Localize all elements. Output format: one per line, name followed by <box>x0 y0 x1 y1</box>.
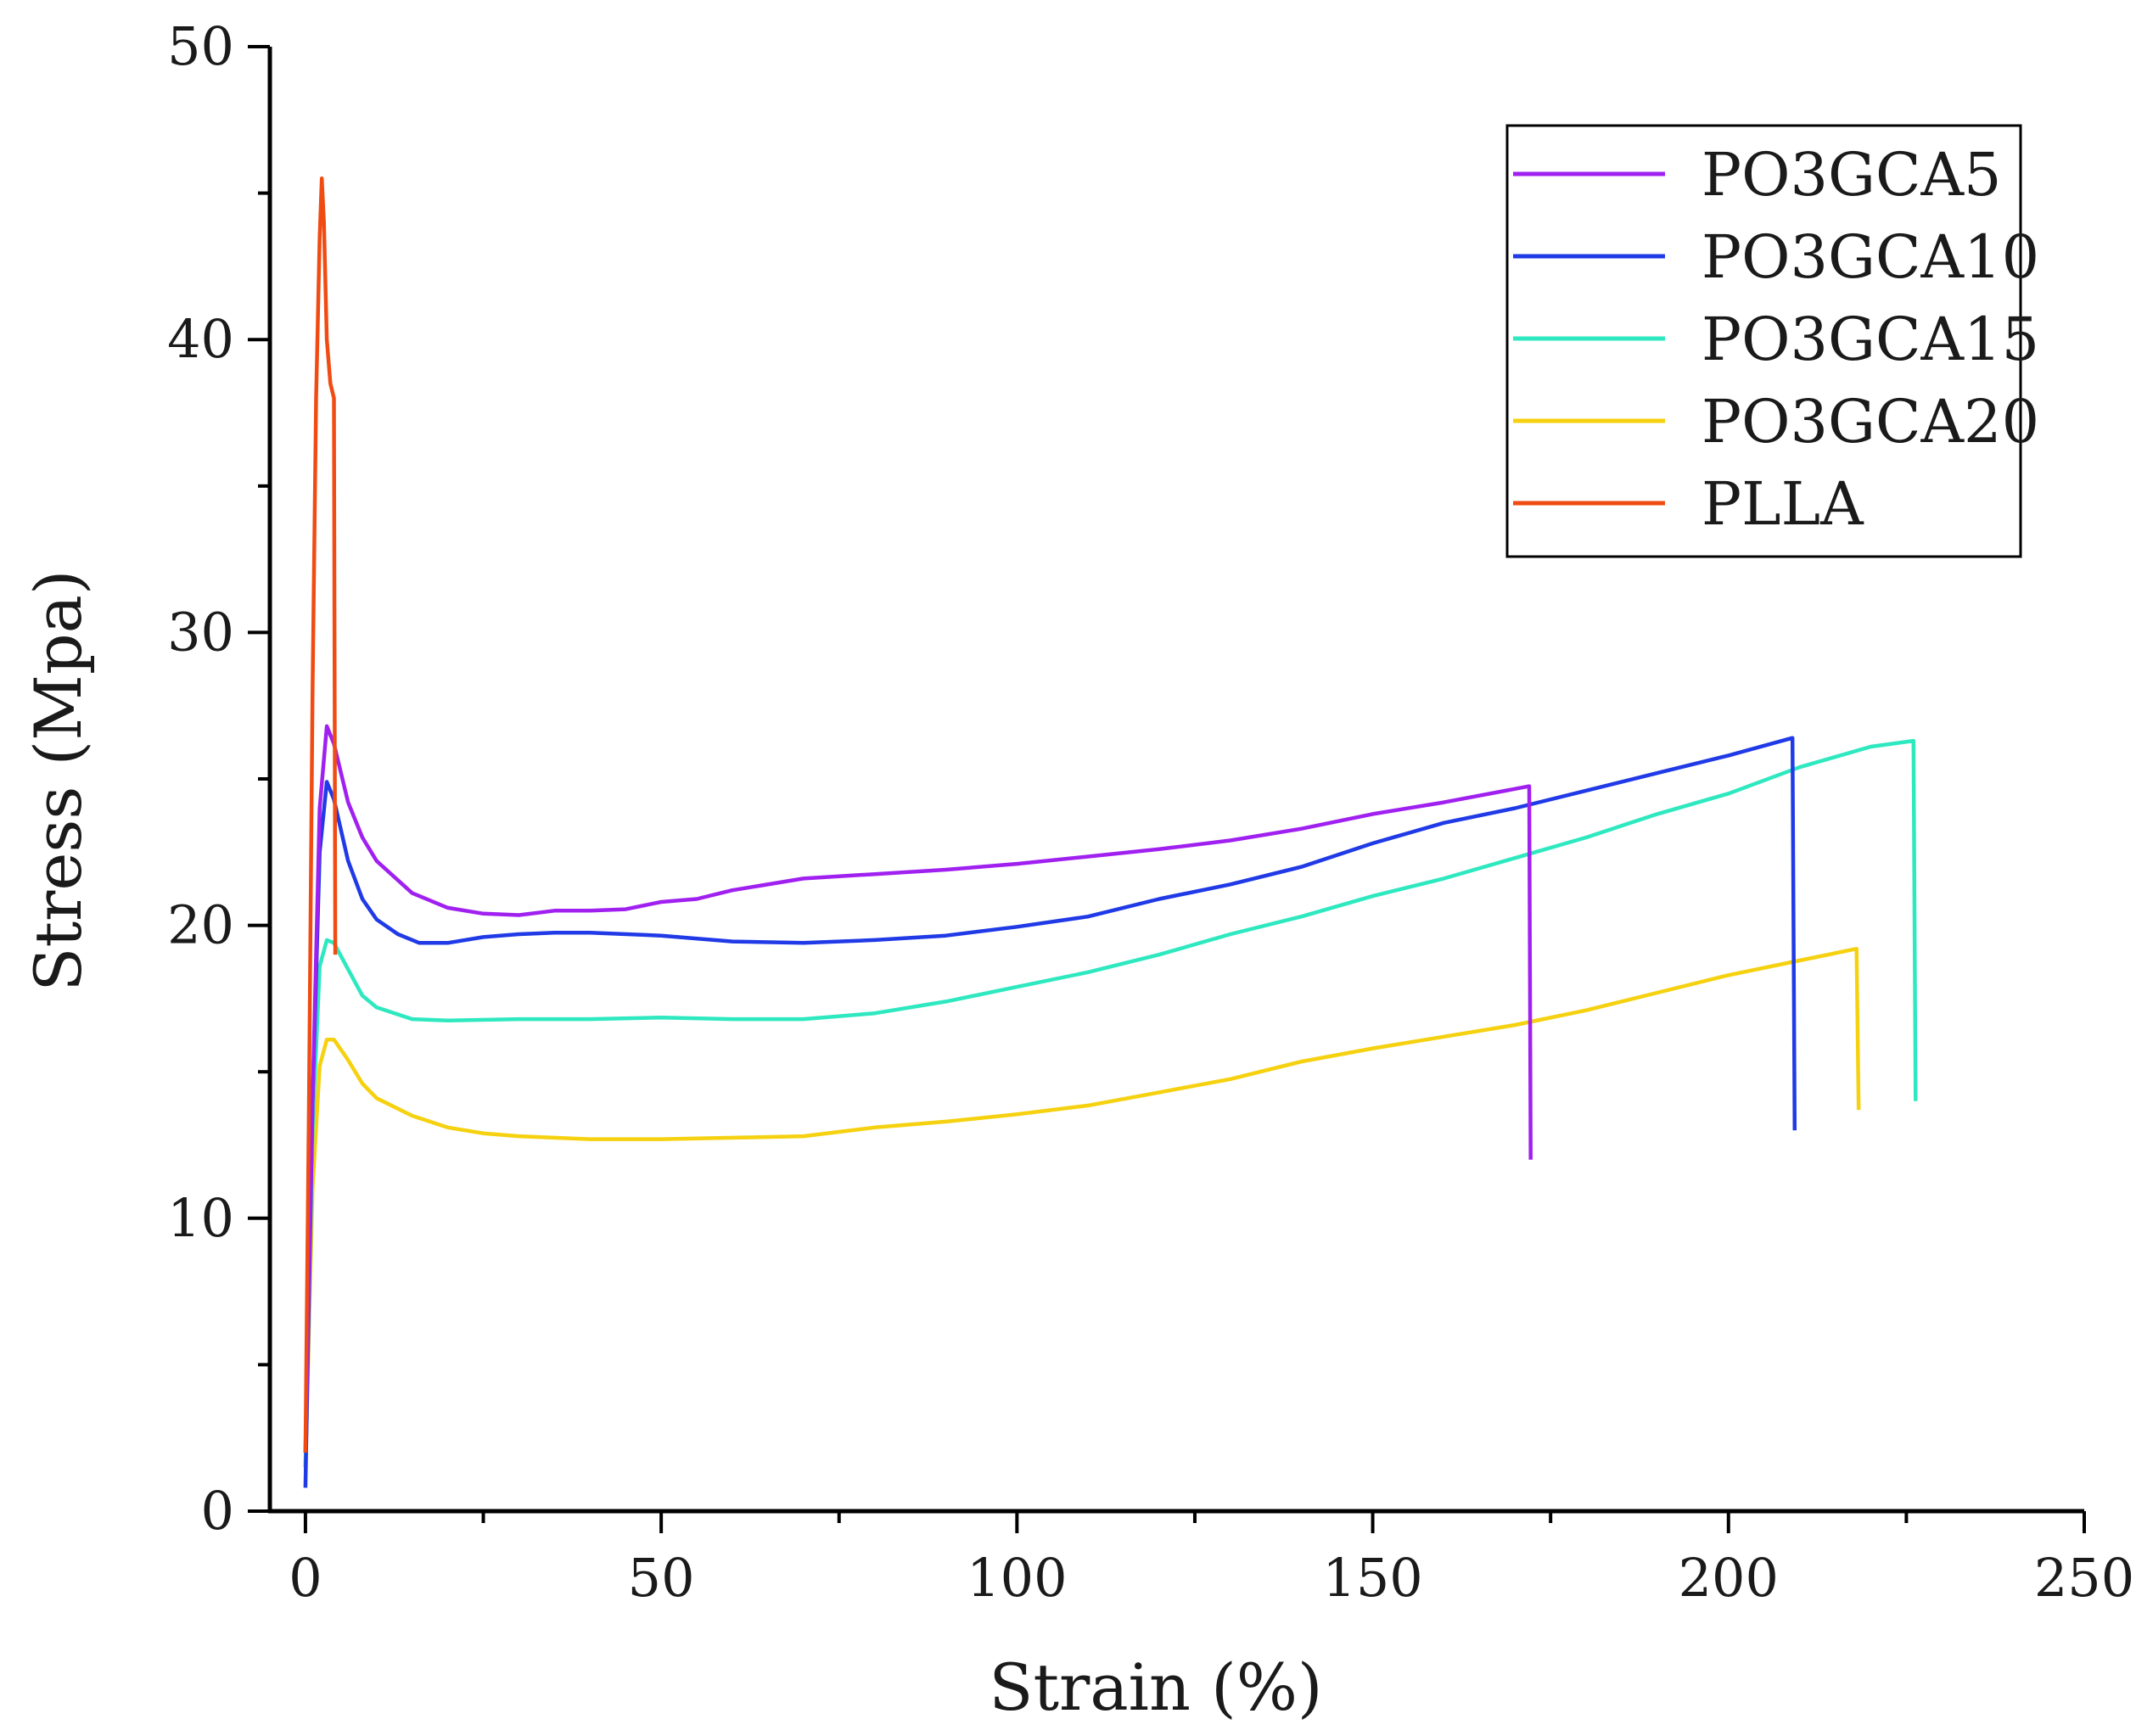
y-tick-label: 20 <box>167 894 234 956</box>
y-axis-title: Stress (Mpa) <box>20 569 96 991</box>
y-tick-label: 30 <box>167 601 234 663</box>
plot-area <box>303 176 1918 1488</box>
legend-box <box>1505 124 2022 558</box>
ticks <box>248 45 2086 1533</box>
x-tick-label: 150 <box>1322 1547 1422 1609</box>
tick-labels: 0 50 100 150 200 250 0 10 20 30 40 50 <box>167 15 2134 1609</box>
legend-label-po3gca20: PO3GCA20 <box>1702 387 2039 456</box>
series-line-po3gca5 <box>303 724 1533 1453</box>
y-tick-label: 0 <box>201 1480 234 1542</box>
legend-label-po3gca5: PO3GCA5 <box>1702 140 2002 210</box>
series-line-po3gca20 <box>303 946 1861 1468</box>
x-tick-label: 250 <box>2034 1547 2134 1609</box>
x-axis-title: Strain (%) <box>989 1649 1322 1725</box>
legend-label-po3gca10: PO3GCA10 <box>1702 222 2039 292</box>
y-tick-label: 50 <box>167 15 234 77</box>
x-tick-label: 50 <box>628 1547 695 1609</box>
x-tick-label: 100 <box>967 1547 1067 1609</box>
legend: PO3GCA5 PO3GCA10 PO3GCA15 PO3GCA20 PLLA <box>1505 124 2039 558</box>
legend-label-po3gca15: PO3GCA15 <box>1702 305 2039 374</box>
series-line-po3gca15 <box>303 738 1918 1468</box>
series-line-po3gca10 <box>303 736 1797 1488</box>
series-line-plla <box>303 176 338 1453</box>
y-tick-label: 10 <box>167 1187 234 1249</box>
legend-label-plla: PLLA <box>1702 469 1864 539</box>
y-tick-label: 40 <box>167 308 234 370</box>
x-tick-label: 200 <box>1679 1547 1779 1609</box>
x-tick-label: 0 <box>289 1547 322 1609</box>
